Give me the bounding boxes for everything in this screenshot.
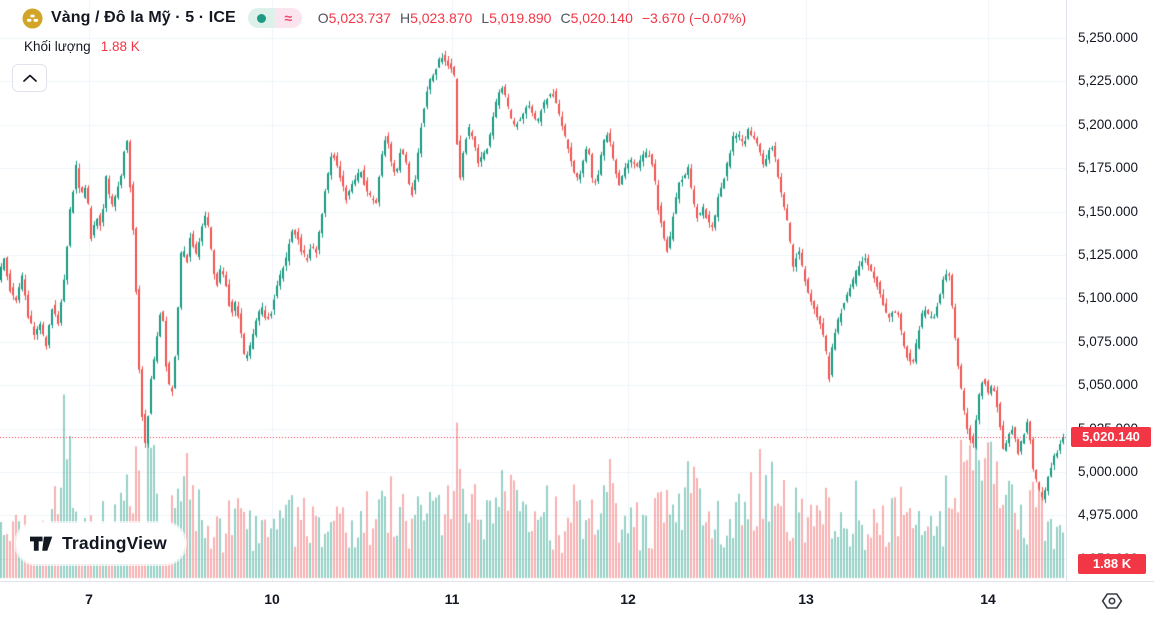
market-status-pill[interactable]: ≈: [247, 8, 302, 28]
chevron-up-icon: [22, 74, 37, 82]
low-value: 5,019.890: [489, 10, 552, 26]
legend: Vàng / Đô la Mỹ · 5 · ICE ≈ O5,023.737 H…: [22, 6, 746, 54]
price-tick-label: 5,100.000: [1078, 290, 1139, 306]
price-chart-canvas[interactable]: [0, 0, 1066, 581]
high-value: 5,023.870: [410, 10, 473, 26]
gold-coin-icon: [22, 8, 43, 29]
time-tick-label: 10: [264, 591, 280, 607]
close-value: 5,020.140: [570, 10, 633, 26]
change-value: −3.670 (−0.07%): [641, 10, 747, 26]
tradingview-logo-text: TradingView: [62, 533, 167, 553]
price-tick-label: 5,150.000: [1078, 203, 1139, 219]
approx-price-icon: ≈: [274, 8, 302, 28]
price-tick-label: 4,975.000: [1078, 507, 1139, 523]
time-tick-label: 12: [620, 591, 636, 607]
price-tick-label: 5,000.000: [1078, 464, 1139, 479]
open-label: O: [317, 10, 329, 26]
tradingview-logo[interactable]: TradingView: [16, 523, 185, 564]
high-label: H: [399, 10, 411, 26]
time-tick-label: 7: [85, 591, 93, 607]
low-label: L: [481, 10, 490, 26]
collapse-legend-button[interactable]: [12, 64, 47, 92]
last-volume-badge: 1.88 K: [1078, 554, 1146, 574]
open-value: 5,023.737: [328, 10, 391, 26]
price-tick-label: 5,125.000: [1078, 247, 1139, 262]
volume-indicator-label[interactable]: Khối lượng: [24, 39, 91, 54]
volume-indicator-value: 1.88 K: [100, 39, 140, 54]
hexagon-settings-icon[interactable]: [1099, 588, 1125, 614]
price-tick-label: 5,225.000: [1078, 73, 1139, 89]
price-tick-label: 5,250.000: [1078, 30, 1139, 45]
price-tick-label: 5,200.000: [1078, 116, 1139, 132]
symbol-title[interactable]: Vàng / Đô la Mỹ · 5 · ICE: [51, 9, 236, 26]
time-tick-label: 14: [980, 591, 996, 607]
ohlc-values: O5,023.737 H5,023.870 L5,019.890 C5,020.…: [318, 10, 746, 26]
price-tick-label: 5,050.000: [1078, 377, 1139, 393]
time-tick-label: 11: [444, 591, 460, 607]
time-axis[interactable]: 7 10 11 12 13 14: [0, 581, 1154, 622]
close-label: C: [560, 10, 571, 26]
price-tick-label: 5,175.000: [1078, 160, 1139, 176]
tradingview-icon: [30, 536, 53, 551]
price-axis[interactable]: 5,020.140 1.88 K 5,250.000 5,225.000 5,200…: [1066, 0, 1154, 581]
symbol-row: Vàng / Đô la Mỹ · 5 · ICE ≈ O5,023.737 H…: [22, 6, 746, 30]
volume-row: Khối lượng 1.88 K: [24, 39, 746, 54]
market-open-dot-icon: [247, 8, 275, 28]
last-price-badge: 5,020.140: [1071, 427, 1151, 448]
time-tick-label: 13: [798, 591, 814, 607]
price-tick-label: 5,075.000: [1078, 333, 1139, 349]
